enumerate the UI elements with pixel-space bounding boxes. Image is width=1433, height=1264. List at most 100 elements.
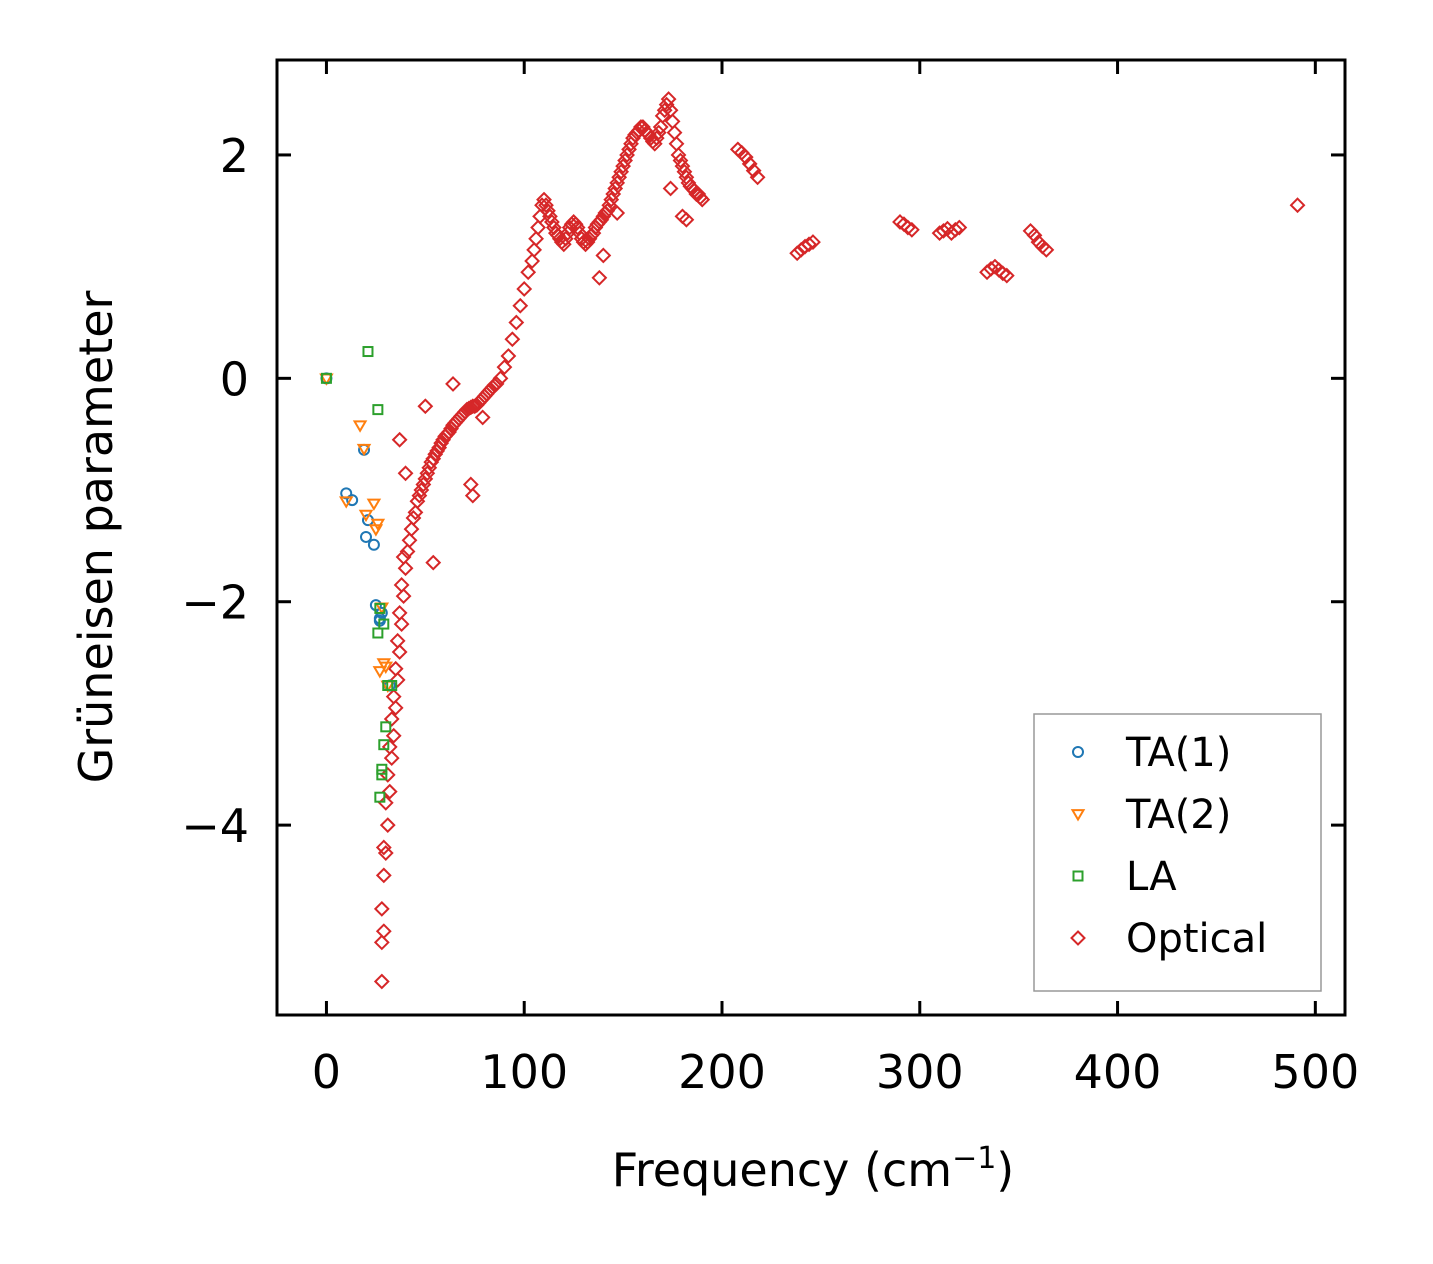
- data-point: [320, 372, 332, 384]
- data-point: [380, 721, 392, 733]
- y-tick-label: 0: [220, 352, 249, 406]
- x-axis-title-superscript: −1: [952, 1141, 996, 1176]
- data-point: [372, 627, 384, 639]
- legend-entry: TA(2): [1070, 792, 1231, 838]
- data-point: [367, 538, 380, 551]
- data-point: [379, 766, 396, 783]
- data-point: [903, 221, 920, 238]
- data-point: [340, 487, 353, 500]
- data-point: [387, 660, 404, 677]
- data-point: [391, 431, 408, 448]
- data-point: [401, 532, 418, 549]
- data-point: [741, 155, 758, 172]
- data-point: [676, 163, 693, 180]
- data-point: [994, 265, 1011, 282]
- data-point: [504, 331, 521, 348]
- data-point: [1289, 197, 1306, 214]
- data-point: [445, 376, 461, 392]
- data-point: [789, 245, 806, 262]
- data-point: [397, 560, 414, 577]
- data-point: [378, 618, 390, 630]
- data-point: [512, 297, 529, 314]
- data-point: [375, 839, 392, 856]
- legend-marker: [1072, 746, 1084, 758]
- data-point: [378, 739, 390, 751]
- data-point: [805, 234, 821, 250]
- legend-entry: TA(1): [1072, 730, 1231, 776]
- y-tick-label: 2: [220, 129, 249, 183]
- data-point: [393, 616, 410, 632]
- data-point: [381, 783, 398, 800]
- legend-items: TA(1) TA(2) LA Optical: [1070, 730, 1267, 962]
- axis-ticks-layer: 0 100 200 300 400 500 −4 −2 0 2: [181, 60, 1359, 1099]
- y-tick-label: −2: [181, 576, 249, 630]
- data-point: [358, 509, 374, 523]
- data-point: [516, 281, 533, 297]
- data-point: [1038, 241, 1055, 258]
- series-la: [320, 346, 398, 803]
- data-point: [360, 530, 372, 543]
- data-point: [373, 900, 390, 917]
- legend-marker: [1070, 930, 1086, 946]
- data-point: [407, 504, 424, 521]
- data-point: [492, 370, 509, 387]
- x-tick-label: 300: [876, 1045, 964, 1099]
- y-tick-label: −4: [181, 799, 249, 853]
- data-point: [389, 632, 406, 649]
- data-point: [652, 119, 669, 135]
- data-point: [379, 817, 396, 834]
- data-point: [376, 763, 388, 775]
- data-point: [496, 359, 513, 376]
- x-axis-title-text: Frequency (cm: [612, 1143, 952, 1197]
- y-axis-title: Grüneisen parameter: [69, 290, 123, 783]
- data-point: [373, 973, 390, 990]
- data-point: [372, 666, 388, 679]
- data-point: [536, 191, 552, 208]
- data-point: [377, 794, 394, 811]
- data-point: [674, 158, 691, 175]
- data-point: [662, 180, 679, 197]
- data-point: [391, 604, 408, 621]
- data-point: [595, 247, 612, 264]
- x-tick-label: 400: [1074, 1045, 1162, 1099]
- data-point: [385, 688, 402, 705]
- data-point: [801, 236, 817, 253]
- data-point: [370, 518, 386, 532]
- plot-frame: [275, 58, 1347, 1017]
- data-point: [374, 791, 386, 803]
- data-point: [356, 443, 372, 457]
- x-tick-label: 500: [1271, 1045, 1359, 1099]
- data-point: [395, 549, 412, 565]
- data-point: [508, 314, 525, 331]
- data-point: [591, 269, 608, 286]
- data-point: [375, 867, 392, 884]
- data-point: [391, 644, 408, 660]
- data-point: [528, 230, 545, 247]
- data-point: [366, 498, 382, 511]
- data-point: [737, 149, 754, 166]
- data-point: [524, 253, 541, 269]
- data-point: [464, 487, 481, 504]
- data-point: [488, 376, 505, 392]
- data-point: [387, 699, 404, 716]
- legend-label: LA: [1126, 854, 1177, 900]
- legend: TA(1) TA(2) LA Optical: [1033, 713, 1322, 992]
- data-point: [540, 202, 556, 219]
- data-point: [383, 750, 400, 767]
- data-point: [474, 409, 491, 426]
- data-point: [520, 264, 537, 281]
- data-point: [375, 923, 392, 940]
- data-point: [672, 152, 689, 169]
- legend-label: Optical: [1126, 916, 1267, 962]
- data-point: [425, 554, 442, 571]
- data-point: [346, 494, 359, 507]
- data-point: [378, 661, 394, 674]
- data-point: [403, 521, 420, 538]
- data-point: [569, 219, 586, 236]
- data-point: [381, 739, 398, 755]
- data-point: [609, 205, 626, 221]
- data-point: [352, 420, 368, 433]
- x-tick-label: 100: [480, 1045, 568, 1099]
